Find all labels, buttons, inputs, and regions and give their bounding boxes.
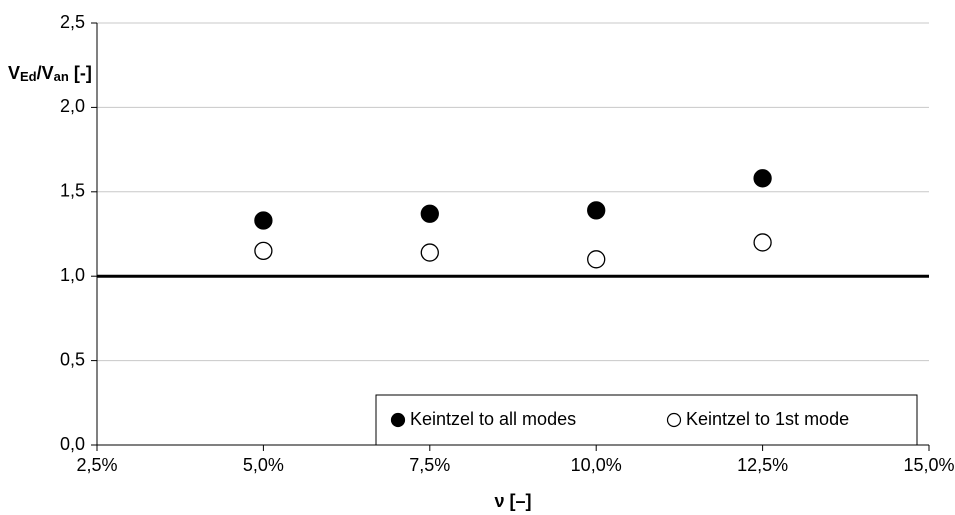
legend-label: Keintzel to 1st mode: [686, 409, 849, 429]
y-tick-label: 2,5: [60, 12, 85, 32]
y-tick-label: 1,5: [60, 181, 85, 201]
x-tick-label: 2,5%: [76, 455, 117, 475]
point: [587, 201, 606, 220]
y-label-part: /V: [37, 63, 54, 83]
y-tick-label: 1,0: [60, 265, 85, 285]
y-label-part: Ed: [20, 69, 37, 84]
legend-label: Keintzel to all modes: [410, 409, 576, 429]
legend-marker: [666, 412, 682, 428]
x-tick-label: 15,0%: [903, 455, 954, 475]
y-axis-label: VEd/Van [-]: [8, 63, 92, 85]
y-tick-label: 2,0: [60, 96, 85, 116]
x-axis-label: ν [–]: [494, 491, 531, 511]
y-tick-label: 0,0: [60, 434, 85, 454]
legend-marker: [390, 412, 406, 428]
y-label-part: an: [54, 69, 69, 84]
point: [254, 211, 273, 230]
point: [587, 250, 606, 269]
y-label-part: [-]: [69, 63, 92, 83]
x-tick-label: 10,0%: [571, 455, 622, 475]
point: [753, 169, 772, 188]
legend-box: [375, 394, 918, 446]
y-tick-label: 0,5: [60, 349, 85, 369]
y-label-part: V: [8, 63, 20, 83]
point: [753, 233, 772, 252]
x-tick-label: 12,5%: [737, 455, 788, 475]
point: [420, 243, 439, 262]
x-tick-label: 7,5%: [409, 455, 450, 475]
point: [254, 241, 273, 261]
x-tick-label: 5,0%: [243, 455, 284, 475]
point: [420, 204, 439, 223]
